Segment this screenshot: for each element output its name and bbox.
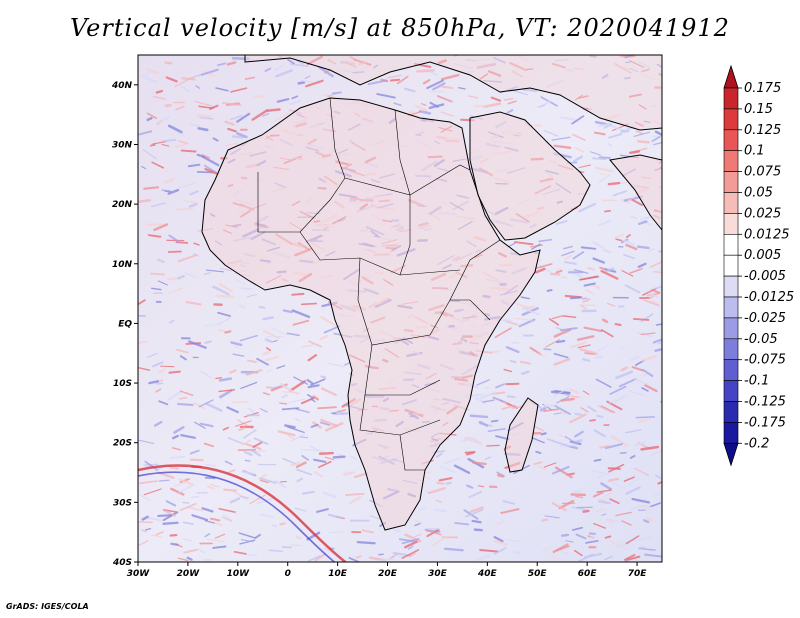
colorbar-segment — [723, 129, 739, 152]
colorbar-label: 0.0125 — [744, 227, 790, 242]
y-tick-label: 40N — [111, 81, 133, 91]
colorbar-segment — [723, 234, 739, 256]
y-tick-label: 10N — [112, 260, 133, 270]
x-tick-label: 30E — [428, 569, 448, 579]
x-tick-label: 0 — [285, 569, 291, 579]
colorbar-bottom-arrow — [723, 442, 739, 467]
colorbar-label: 0.075 — [744, 165, 781, 180]
y-tick-label: 20N — [112, 200, 133, 210]
colorbar-label: -0.005 — [744, 269, 786, 284]
colorbar-segment — [723, 422, 739, 444]
colorbar-segment — [723, 87, 739, 110]
x-tick-label: 40E — [477, 569, 498, 579]
map-frame — [137, 54, 663, 563]
y-tick-label: 20S — [113, 439, 132, 449]
colorbar-segment — [723, 171, 739, 193]
colorbar-segment — [723, 380, 739, 402]
colorbar-label: 0.005 — [744, 248, 781, 263]
colorbar-label: 0.025 — [744, 206, 781, 221]
colorbar-label: 0.1 — [744, 144, 765, 159]
colorbar-segment — [723, 254, 739, 277]
y-tick-label: 30N — [112, 140, 133, 150]
colorbar-segment — [723, 108, 739, 131]
india-landmass — [609, 154, 662, 231]
y-tick-label: EQ — [118, 319, 132, 329]
x-tick-label: 10E — [328, 569, 348, 579]
colorbar-segment — [723, 150, 739, 172]
colorbar-label: -0.175 — [744, 415, 786, 430]
y-tick-label: 40S — [112, 558, 132, 568]
europe-landmass — [244, 55, 662, 131]
map-field — [138, 55, 662, 562]
colorbar-segment — [723, 296, 739, 319]
colorbar-label: -0.0125 — [744, 290, 794, 305]
southern-front-line — [138, 464, 362, 562]
colorbar-segment — [723, 213, 739, 235]
x-tick-label: 20E — [378, 569, 398, 579]
colorbar-segment — [723, 359, 739, 381]
colorbar-label: -0.125 — [744, 395, 786, 410]
y-tick-label: 10S — [113, 379, 132, 389]
colorbar-segment — [723, 401, 739, 423]
colorbar-segment — [723, 275, 739, 298]
x-tick-label: 20W — [177, 569, 201, 579]
colorbar-label: -0.1 — [744, 374, 769, 389]
x-tick-label: 30W — [127, 569, 151, 579]
colorbar-label: 0.125 — [744, 123, 781, 138]
arabia-landmass — [469, 111, 591, 241]
southern-front-line-blue — [138, 471, 351, 562]
colorbar-segment — [723, 338, 739, 360]
colorbar: 0.175 0.15 0.125 0.1 0.075 0.05 0.025 0.0125 0.0… — [723, 64, 794, 467]
axis-ticks: 30W 20W 10W 0 10E 20E 30E 40E 50E 60E 70E 40S 30S 20S… — [111, 81, 647, 579]
country-borders — [257, 97, 501, 471]
map-title: Vertical velocity [m/s] at 850hPa, VT: 2… — [70, 14, 730, 42]
colorbar-label: 0.15 — [744, 102, 773, 117]
x-tick-label: 60E — [578, 569, 598, 579]
colorbar-segment — [723, 192, 739, 214]
credit-label: GrADS: IGES/COLA — [6, 602, 89, 611]
colorbar-label: -0.025 — [744, 311, 786, 326]
colorbar-label: -0.2 — [744, 436, 769, 451]
colorbar-label: -0.075 — [744, 353, 786, 368]
colorbar-top-arrow — [723, 64, 739, 89]
x-tick-label: 70E — [628, 569, 648, 579]
colorbar-segment — [723, 317, 739, 340]
y-tick-label: 30S — [113, 498, 132, 508]
colorbar-label: 0.05 — [744, 186, 773, 201]
x-tick-label: 10W — [227, 569, 251, 579]
colorbar-label: -0.05 — [744, 332, 778, 347]
colorbar-label: 0.175 — [744, 81, 781, 96]
x-tick-label: 50E — [528, 569, 548, 579]
madagascar — [504, 397, 539, 473]
